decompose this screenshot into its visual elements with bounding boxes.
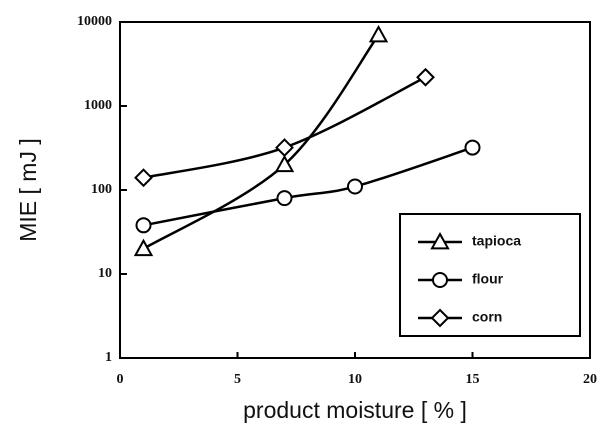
marker — [135, 217, 152, 234]
series-line — [143, 146, 473, 227]
marker — [276, 190, 293, 207]
marker — [464, 139, 481, 156]
y-tick-label: 1000 — [84, 98, 112, 113]
marker — [432, 272, 448, 288]
y-axis-label: MIE [ mJ ] — [15, 138, 41, 242]
marker — [430, 308, 450, 328]
y-tick-label: 10 — [98, 266, 112, 281]
marker — [416, 67, 435, 87]
x-tick-label: 10 — [348, 372, 362, 387]
x-axis-label: product moisture [ % ] — [243, 397, 467, 423]
x-tick-label: 15 — [466, 372, 480, 387]
series-line — [142, 34, 380, 250]
y-tick-label: 100 — [91, 182, 112, 197]
marker — [133, 238, 154, 257]
x-tick-label: 0 — [117, 372, 124, 387]
marker — [275, 138, 294, 157]
legend-label: tapioca — [472, 233, 521, 249]
legend-box — [399, 213, 581, 337]
y-tick-label: 1 — [105, 350, 112, 365]
marker — [274, 154, 295, 173]
legend-label: flour — [472, 271, 504, 287]
marker — [134, 168, 153, 188]
marker — [347, 178, 363, 195]
marker — [430, 231, 450, 250]
y-tick-label: 10000 — [77, 14, 112, 29]
legend-label: corn — [472, 309, 502, 325]
marker — [368, 24, 389, 43]
x-tick-label: 5 — [234, 372, 241, 387]
x-tick-label: 20 — [583, 372, 597, 387]
